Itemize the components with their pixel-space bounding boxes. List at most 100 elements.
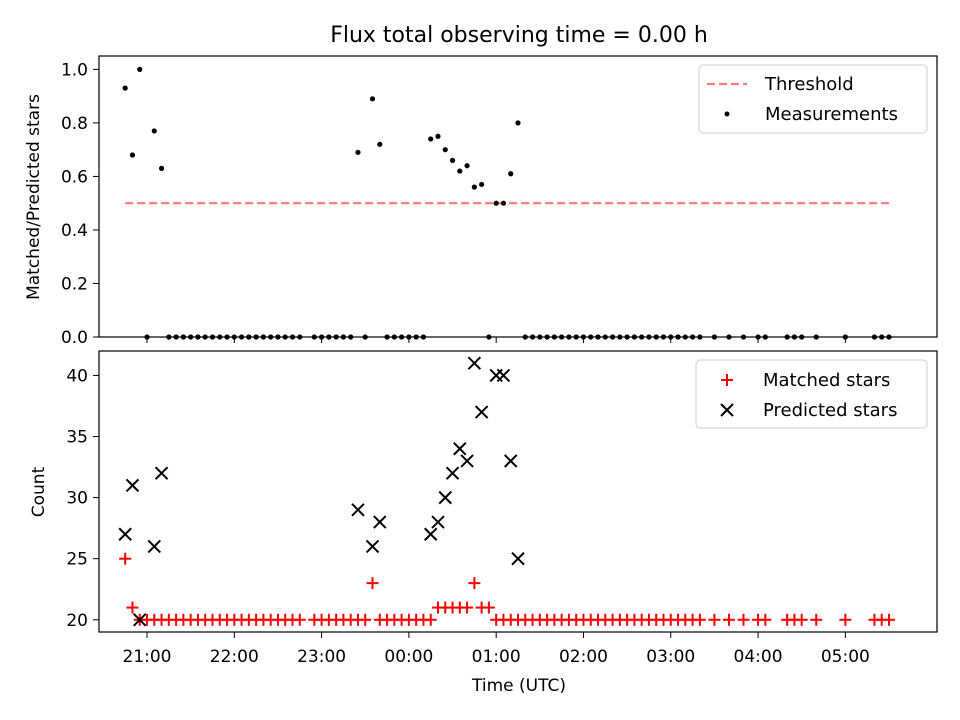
measurement-point-48 [479,181,485,188]
top-panel: 0.0 0.2 0.4 0.6 0.8 1.0 Matched/Predicted sta… [24,55,938,348]
matched-star-point-47 [468,577,481,590]
legend-threshold-label: Threshold [764,74,854,95]
measurement-point-42 [435,133,441,139]
measurement-point-31 [355,149,361,155]
chart-title: Flux total observing time = 0.00 h [330,23,708,48]
x-tick-label-3: 00:00 [384,647,433,667]
x-tick-label-0: 21:00 [123,647,172,667]
matched-star-point-91 [882,613,895,626]
x-tick-label-7: 04:00 [734,647,783,667]
predicted-star-point-3 [147,539,161,554]
bottom-legend-box [695,359,928,429]
matched-star-point-32 [359,613,372,626]
matched-star-point-0 [119,552,132,565]
x-axis-label: Time (UTC) [471,676,566,696]
measurement-point-51 [500,200,507,206]
x-tick-label-4: 01:00 [472,647,521,667]
predicted-star-point-12 [453,442,467,456]
x-tick-label-5: 02:00 [559,647,608,667]
bottom-y-tick-label-0: 20 [66,611,88,631]
legend-measurements-swatch [724,111,730,117]
matched-star-point-46 [461,601,474,614]
matched-star-point-24 [293,613,306,626]
measurement-point-2 [137,66,143,72]
predicted-star-point-1 [125,478,140,493]
ratio-data-layer [122,66,892,340]
predicted-star-point-17 [496,368,511,383]
x-tick-label-1: 22:00 [210,647,259,667]
measurement-point-1 [129,152,136,158]
predicted-star-point-9 [431,515,445,529]
top-legend-box [698,64,928,134]
measurement-point-53 [515,120,521,126]
x-tick-label-6: 03:00 [646,647,695,667]
measurement-point-52 [508,171,514,177]
measurement-point-44 [449,157,456,163]
bottom-y-tick-label-2: 30 [66,489,88,509]
matched-star-point-41 [424,613,437,626]
measurement-point-33 [369,96,376,102]
measurement-point-47 [471,184,477,190]
top-x-ticks [146,337,846,343]
predicted-star-point-19 [511,551,525,566]
top-y-tick-label-1: 0.2 [61,274,88,294]
bottom-y-axis-label: Count [29,466,49,517]
bottom-legend: Matched stars Predicted stars [695,359,928,429]
top-y-tick-label-0: 0.0 [61,328,88,348]
measurement-point-4 [151,128,157,134]
legend-matched-swatch [721,374,733,386]
x-tick-label-2: 23:00 [297,647,346,667]
legend-matched-label: Matched stars [763,370,890,391]
matched-star-point-1 [126,601,139,614]
x-tick-label-8: 05:00 [821,647,870,667]
top-y-tick-label-5: 1.0 [61,60,88,80]
predicted-star-point-7 [373,515,387,529]
measurement-point-50 [493,200,499,206]
bottom-axes-frame [98,350,938,633]
bottom-y-tick-label-1: 25 [66,550,88,570]
predicted-star-point-5 [351,503,365,517]
matched-star-point-79 [708,613,721,626]
top-axes-frame [98,55,938,338]
predicted-star-point-15 [474,405,489,419]
predicted-star-point-11 [445,466,460,480]
top-y-axis-label: Matched/Predicted stars [24,94,44,300]
measurement-point-34 [377,141,383,147]
predicted-star-point-10 [438,490,452,505]
predicted-star-point-13 [460,454,474,468]
matched-star-point-49 [482,601,495,614]
predicted-star-point-0 [118,527,132,541]
matched-star-point-33 [366,577,379,590]
legend-predicted-swatch [720,403,734,417]
bottom-panel: 20 25 30 35 40 21:00 22:00 23:00 00:00 01:00 02:0… [29,350,938,696]
predicted-star-point-2 [133,613,147,627]
measurement-point-0 [122,85,128,91]
predicted-star-point-4 [154,466,169,480]
matched-star-point-86 [795,613,808,626]
predicted-star-point-14 [467,356,482,370]
bottom-x-ticks: 21:00 22:00 23:00 00:00 01:00 02:00 03:00 04:00… [123,632,870,667]
bottom-y-ticks: 20 25 30 35 40 [66,366,99,631]
top-y-tick-label-4: 0.8 [61,114,88,134]
top-y-tick-label-3: 0.6 [61,167,88,187]
top-legend: Threshold Measurements [698,64,928,134]
predicted-star-point-8 [424,527,438,541]
measurement-point-45 [457,168,463,174]
matched-star-point-88 [839,613,852,626]
measurement-point-41 [428,136,434,142]
bottom-y-tick-label-4: 40 [66,366,88,386]
predicted-star-point-6 [365,539,380,554]
predicted-star-point-18 [504,454,518,468]
matched-star-point-87 [810,613,823,626]
bottom-y-tick-label-3: 35 [66,428,88,448]
matched-star-point-78 [693,613,706,626]
matched-star-point-80 [722,613,735,626]
matched-star-point-81 [737,613,750,626]
measurement-point-43 [442,147,448,153]
measurement-point-5 [158,165,165,171]
legend-measurements-label: Measurements [765,104,898,125]
count-data-layer [118,356,895,627]
top-y-ticks: 0.0 0.2 0.4 0.6 0.8 1.0 [61,60,99,348]
measurement-point-46 [464,163,470,169]
